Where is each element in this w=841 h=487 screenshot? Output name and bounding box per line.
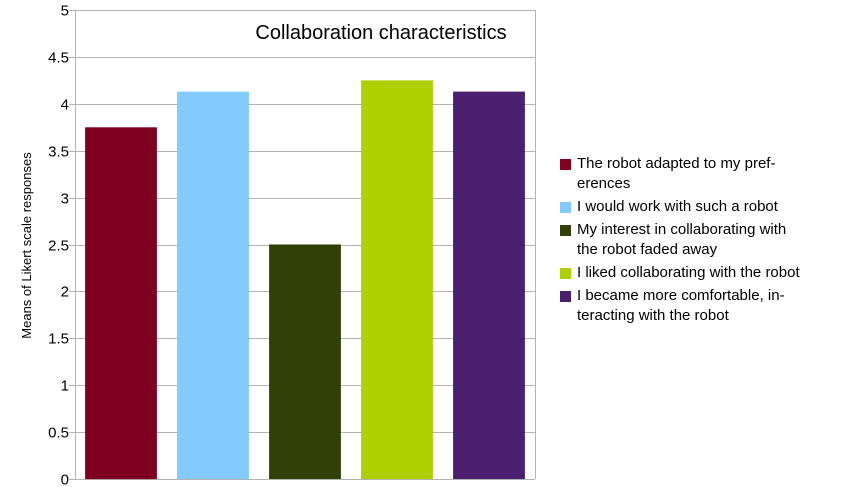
bar-3 — [269, 244, 341, 479]
legend-label: I would work with such a robot — [577, 198, 778, 215]
y-tick-label: 1 — [61, 378, 69, 395]
legend-swatch — [560, 291, 571, 302]
legend-item: I would work with such a robot — [560, 197, 840, 217]
y-tick-label: 0.5 — [48, 425, 69, 442]
legend: The robot adapted to my pref- erences I w… — [560, 154, 840, 329]
legend-label: My interest in collaborating with the ro… — [577, 221, 787, 258]
y-tick-label: 1.5 — [48, 331, 69, 348]
bar-2 — [177, 91, 249, 479]
y-tick-label: 3 — [61, 191, 69, 208]
legend-swatch — [560, 268, 571, 279]
y-tick-label: 5 — [61, 3, 69, 20]
y-tick-label: 0 — [61, 472, 69, 487]
legend-label: I became more comfortable, in- teracting… — [577, 287, 785, 324]
chart-title: Collaboration characteristics — [255, 22, 506, 44]
legend-swatch — [560, 202, 571, 213]
y-axis-label: Means of Likert scale responses — [19, 152, 34, 339]
bar-1 — [85, 127, 157, 480]
legend-item: The robot adapted to my pref- erences — [560, 154, 840, 194]
y-tick-label: 2 — [61, 284, 69, 301]
y-tick-label: 2.5 — [48, 238, 69, 255]
bar-5 — [453, 91, 525, 479]
y-axis-ticks: 0 0.5 1 1.5 2 2.5 3 3.5 4 4.5 5 — [48, 3, 69, 487]
y-tick-label: 4 — [61, 97, 69, 114]
legend-label: I liked collaborating with the robot — [577, 264, 800, 281]
legend-item: I became more comfortable, in- teracting… — [560, 286, 840, 326]
bars — [85, 80, 525, 480]
legend-swatch — [560, 225, 571, 236]
legend-label: The robot adapted to my pref- erences — [577, 155, 776, 192]
legend-item: I liked collaborating with the robot — [560, 263, 840, 283]
legend-item: My interest in collaborating with the ro… — [560, 220, 840, 260]
bar-4 — [361, 80, 433, 480]
y-tick-label: 3.5 — [48, 144, 69, 161]
legend-swatch — [560, 159, 571, 170]
y-tick-label: 4.5 — [48, 50, 69, 67]
